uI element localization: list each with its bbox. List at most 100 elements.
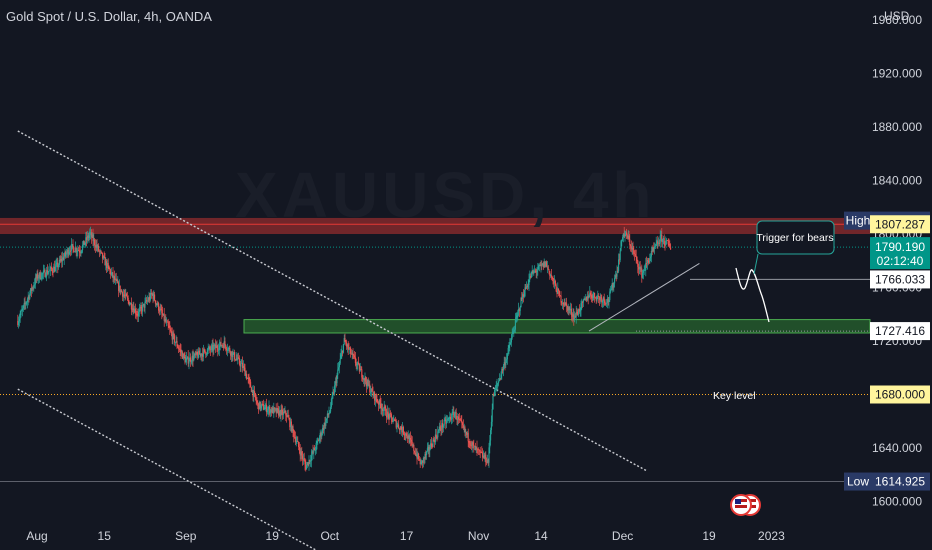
- candle-body: [448, 417, 450, 419]
- candle-body: [510, 337, 512, 343]
- candle-body: [334, 381, 336, 386]
- candle-body: [615, 275, 617, 277]
- candle-body: [618, 259, 620, 272]
- candle-body: [430, 443, 432, 447]
- candle-body: [338, 363, 340, 368]
- candle-body: [434, 439, 436, 443]
- candle-body: [345, 341, 347, 344]
- candle-body: [598, 295, 600, 298]
- key-level-badge-text: 1680.000: [875, 388, 925, 402]
- us-flag-event-icon[interactable]: [730, 494, 761, 516]
- candle-body: [83, 240, 85, 245]
- candle-body: [274, 407, 276, 409]
- candle-body: [483, 455, 485, 459]
- candle-body: [358, 362, 360, 365]
- candle-body: [93, 239, 95, 242]
- candle-body: [178, 348, 180, 350]
- candle-body: [333, 392, 335, 394]
- candle-body: [550, 275, 552, 278]
- candle-body: [663, 238, 665, 244]
- candle-body: [225, 345, 227, 349]
- candle-body: [321, 433, 323, 437]
- candle-body: [590, 292, 592, 295]
- candle-body: [429, 448, 431, 451]
- candle-body: [658, 243, 660, 244]
- candle-body: [468, 441, 470, 443]
- candle-body: [610, 289, 612, 292]
- candle-body: [242, 365, 244, 369]
- candle-body: [517, 311, 519, 316]
- candle-body: [363, 378, 365, 381]
- candle-body: [284, 411, 286, 413]
- candle-body: [46, 270, 48, 277]
- candle-body: [32, 287, 34, 289]
- candle-body: [134, 308, 136, 313]
- candle-body: [328, 413, 330, 415]
- support-zone: [243, 319, 871, 334]
- candle-body: [137, 314, 139, 317]
- candle-body: [609, 291, 611, 301]
- candle-body: [527, 285, 529, 287]
- candle-body: [269, 406, 271, 414]
- candle-body: [638, 266, 640, 270]
- candle-body: [315, 442, 317, 451]
- candle-body: [606, 302, 608, 304]
- candle-body: [342, 351, 344, 353]
- resistance-zone: [0, 217, 870, 234]
- currency-label: USD: [884, 9, 910, 23]
- candle-body: [175, 340, 177, 343]
- candle-body: [476, 447, 478, 450]
- candle-body: [415, 454, 417, 456]
- candle-body: [222, 345, 224, 348]
- candle-body: [602, 297, 604, 301]
- candle-body: [282, 411, 284, 415]
- candle-body: [442, 423, 444, 428]
- candle-body: [153, 294, 155, 299]
- candle-body: [383, 406, 385, 410]
- candle-body: [367, 380, 369, 385]
- candle-body: [534, 270, 536, 272]
- x-tick-label: 14: [534, 529, 548, 543]
- candle-body: [631, 247, 633, 250]
- candle-body: [508, 345, 510, 349]
- candle-body: [138, 311, 140, 317]
- candle-body: [197, 354, 199, 358]
- candle-body: [66, 252, 68, 255]
- range-badge-value-bg: [870, 472, 930, 491]
- candle-body: [110, 273, 112, 275]
- candle-body: [382, 409, 384, 412]
- candle-body: [562, 302, 564, 305]
- candle-body: [281, 409, 283, 411]
- candle-body: [18, 321, 20, 325]
- candle-body: [640, 268, 642, 270]
- candle-body: [497, 383, 499, 385]
- candle-body: [257, 402, 259, 404]
- candle-body: [484, 454, 486, 459]
- candle-body: [354, 357, 356, 363]
- candle-body: [386, 411, 388, 418]
- candle-body: [591, 297, 593, 299]
- candle-body: [598, 297, 600, 301]
- candle-body: [289, 419, 291, 428]
- candle-body: [270, 409, 272, 414]
- candle-body: [258, 401, 260, 410]
- candle-body: [29, 293, 31, 299]
- candle-body: [650, 256, 652, 259]
- chart-title[interactable]: Gold Spot / U.S. Dollar, 4h, OANDA: [6, 9, 212, 24]
- candle-body: [97, 245, 99, 248]
- candle-body: [300, 451, 302, 456]
- candle-body: [316, 441, 318, 443]
- candle-body: [133, 308, 135, 313]
- candle-body: [78, 250, 80, 251]
- candle-body: [188, 361, 190, 364]
- candle-body: [413, 444, 415, 451]
- candle-body: [122, 292, 124, 297]
- candle-body: [301, 451, 303, 456]
- candle-body: [36, 273, 38, 279]
- time-axis[interactable]: Aug 15 Sep 19 Oct 17 Nov 14 Dec 19 2023: [26, 529, 785, 543]
- candle-body: [371, 388, 373, 392]
- candle-body: [26, 302, 28, 304]
- candle-body: [239, 363, 241, 367]
- candle-body: [589, 292, 591, 296]
